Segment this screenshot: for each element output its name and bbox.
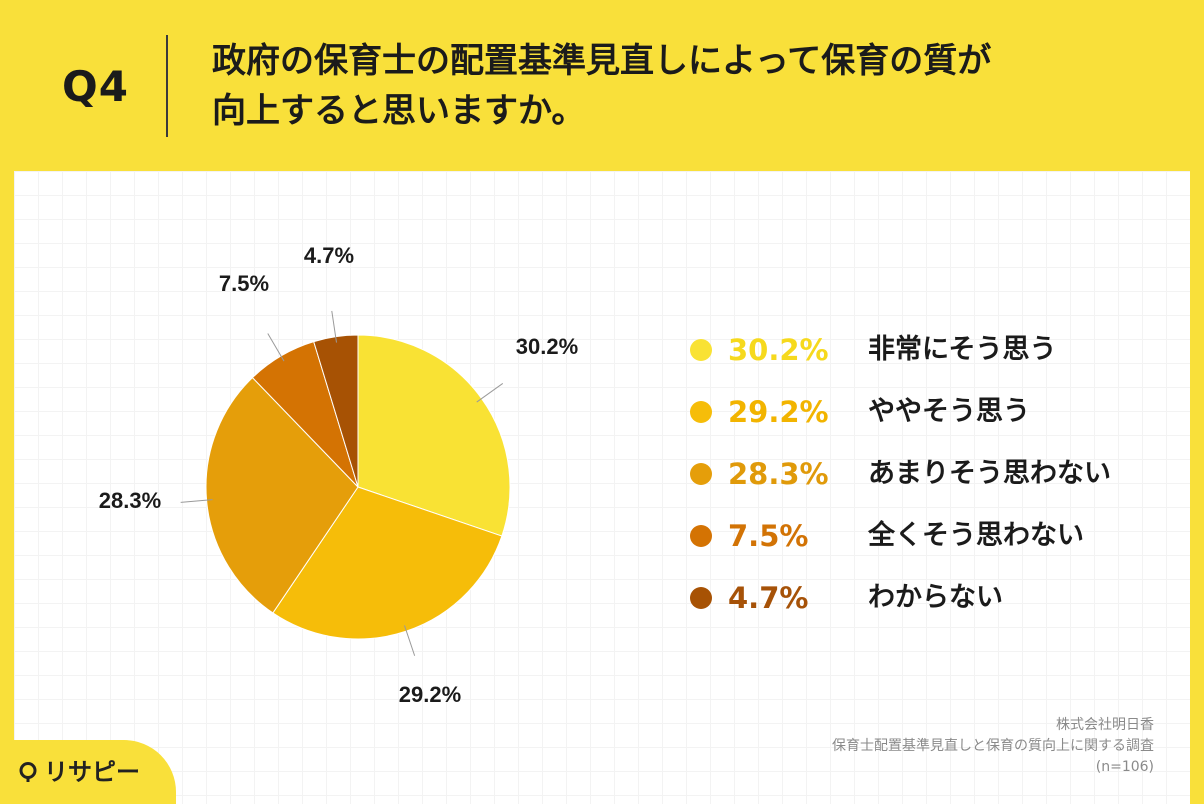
question-number: Q4 — [62, 62, 129, 111]
question-title-line-2: 向上すると思いますか。 — [212, 91, 586, 131]
legend-label: あまりそう思わない — [868, 458, 1111, 489]
legend-swatch-icon — [690, 401, 712, 423]
source-company: 株式会社明日香 — [1056, 717, 1154, 733]
legend-item: 4.7% わからない — [690, 578, 1170, 618]
question-title-line-1: 政府の保育士の配置基準見直しによって保育の質が — [212, 41, 992, 81]
location-pin-icon — [19, 762, 37, 782]
leader-line — [476, 383, 504, 403]
data-label: 30.2% — [516, 334, 578, 359]
source-note: 株式会社明日香 保育士配置基準見直しと保育の質向上に関する調査 (n=106) — [832, 715, 1154, 778]
data-label: 4.7% — [304, 243, 354, 268]
brand-tab — [0, 740, 176, 804]
question-title: 政府の保育士の配置基準見直しによって保育の質が 向上すると思いますか。 — [212, 36, 1112, 136]
legend-item: 29.2% ややそう思う — [690, 392, 1170, 432]
legend-item: 30.2% 非常にそう思う — [690, 330, 1170, 370]
legend-value: 4.7% — [728, 581, 809, 615]
header: Q4 政府の保育士の配置基準見直しによって保育の質が 向上すると思いますか。 — [0, 0, 1204, 170]
legend-item: 28.3% あまりそう思わない — [690, 454, 1170, 494]
leader-line — [267, 333, 285, 362]
data-label: 29.2% — [399, 682, 461, 707]
legend-swatch-icon — [690, 463, 712, 485]
legend-value: 7.5% — [728, 519, 809, 553]
legend-value: 28.3% — [728, 457, 829, 491]
data-label: 28.3% — [99, 488, 161, 513]
legend-swatch-icon — [690, 587, 712, 609]
legend-swatch-icon — [690, 339, 712, 361]
header-divider — [166, 35, 168, 137]
chart-panel: 30.2% 29.2% 28.3% 7.5% 4.7% 30.2% 非常にそう思う 29… — [14, 171, 1190, 804]
leader-line — [403, 625, 416, 656]
legend-value: 29.2% — [728, 395, 829, 429]
legend-label: わからない — [868, 582, 1003, 613]
data-label: 7.5% — [219, 271, 269, 296]
pie-chart: 30.2% 29.2% 28.3% 7.5% 4.7% — [99, 243, 578, 707]
legend-item: 7.5% 全くそう思わない — [690, 516, 1170, 556]
brand-name: リサピー — [44, 758, 140, 786]
legend-swatch-icon — [690, 525, 712, 547]
sample-size: (n=106) — [1095, 759, 1154, 775]
leader-line — [331, 310, 337, 343]
source-survey: 保育士配置基準見直しと保育の質向上に関する調査 — [832, 738, 1154, 754]
legend-label: ややそう思う — [868, 396, 1030, 427]
legend-label: 全くそう思わない — [868, 520, 1084, 551]
legend-label: 非常にそう思う — [868, 334, 1057, 365]
legend-value: 30.2% — [728, 333, 829, 367]
leader-line — [180, 499, 213, 503]
